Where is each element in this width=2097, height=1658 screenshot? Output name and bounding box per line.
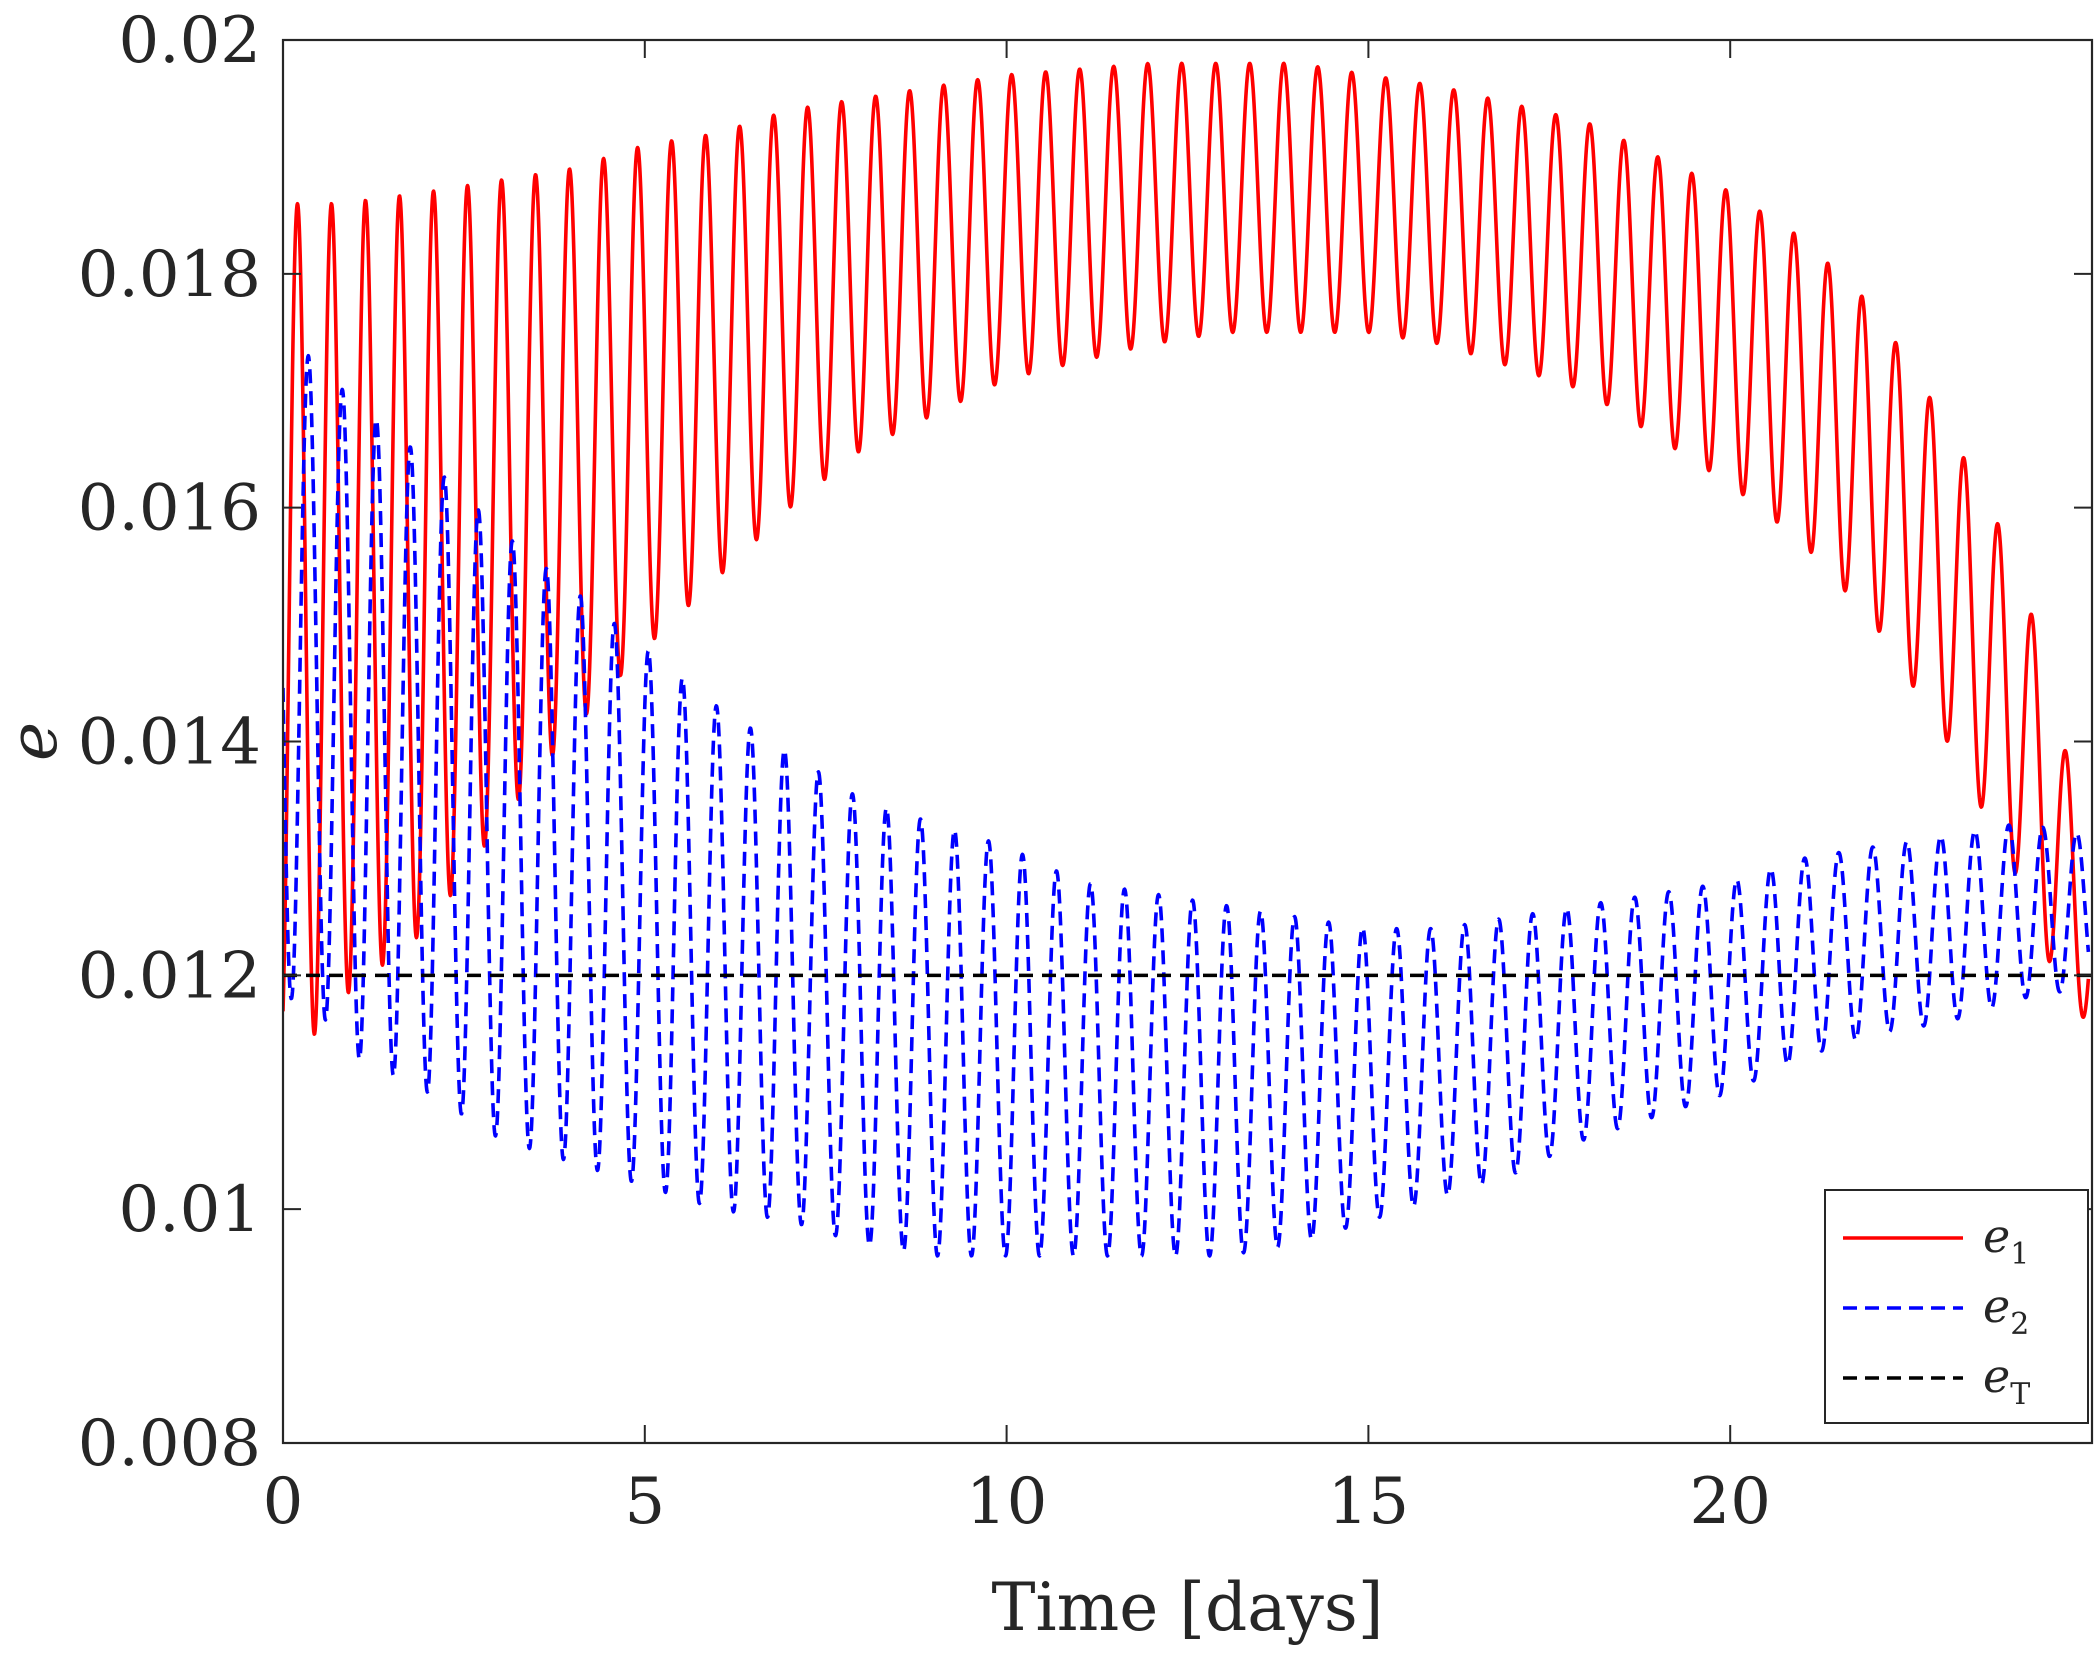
plot-area: [283, 61, 2092, 1258]
x-tick-label: 20: [1689, 1465, 1770, 1539]
y-tick-label: 0.02: [119, 4, 262, 78]
tick-labels: 0 5 10 15 20 0.008 0.01 0.012 0.014 0.016 0.018 0.0…: [78, 4, 2092, 1539]
y-tick-label: 0.01: [119, 1173, 262, 1247]
x-tick-label: 0: [263, 1465, 304, 1539]
legend-label-eT: eT: [1983, 1349, 2030, 1412]
y-tick-label: 0.018: [78, 238, 261, 312]
legend: e1 e2 eT: [1824, 1189, 2089, 1424]
y-tick-label: 0.012: [78, 939, 261, 1013]
x-tick-label: 15: [1328, 1465, 1409, 1539]
legend-label-e1: e1: [1983, 1209, 2029, 1272]
x-axis-label: Time [days]: [991, 1569, 1383, 1646]
y-tick-label: 0.008: [78, 1407, 261, 1481]
x-tick-label: 5: [624, 1465, 665, 1539]
y-tick-label: 0.014: [78, 706, 261, 780]
legend-label-e2: e2: [1983, 1279, 2029, 1342]
y-tick-label: 0.016: [78, 472, 261, 546]
x-tick-label: 10: [966, 1465, 1047, 1539]
series-line-e2: [283, 353, 2091, 1258]
y-axis-label: e: [0, 722, 72, 761]
